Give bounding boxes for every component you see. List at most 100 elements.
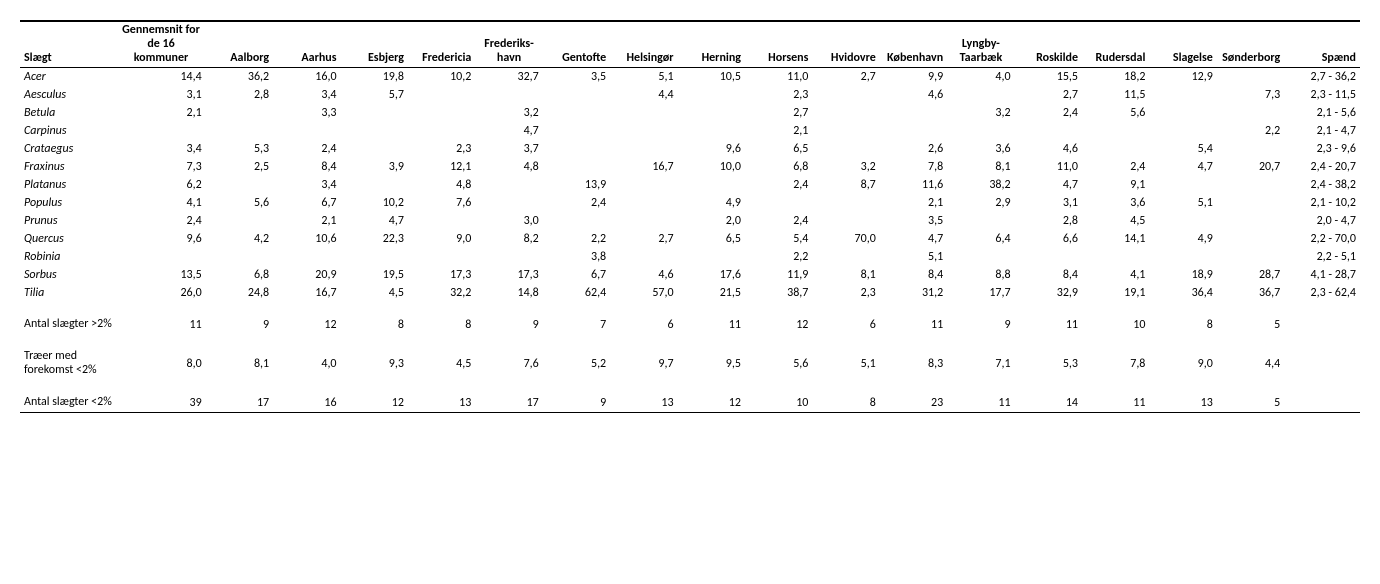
cell-value (206, 104, 273, 122)
cell-value (812, 212, 879, 230)
cell-value: 2,2 (1217, 122, 1284, 140)
cell-value: 6,7 (543, 266, 610, 284)
cell-value: 13,9 (543, 176, 610, 194)
cell-value: 13 (408, 394, 475, 413)
cell-value (543, 122, 610, 140)
cell-value: 8,1 (947, 158, 1014, 176)
cell-value: 5,1 (812, 348, 879, 380)
row-label: Acer (20, 68, 116, 87)
cell-value (745, 194, 812, 212)
cell-value: 6,8 (206, 266, 273, 284)
cell-value (341, 122, 408, 140)
cell-value: 5,6 (745, 348, 812, 380)
header-row: Slægt Gennemsnit for de 16 kommuner Aalb… (20, 21, 1360, 68)
row-label: Aesculus (20, 86, 116, 104)
row-label: Betula (20, 104, 116, 122)
cell-value: 23 (880, 394, 947, 413)
cell-value: 5,4 (745, 230, 812, 248)
cell-value: 4,9 (1149, 230, 1216, 248)
header-city: Horsens (745, 21, 812, 68)
cell-value: 10 (745, 394, 812, 413)
table-row: Antal slægter <2%39171612131791312108231… (20, 394, 1360, 413)
cell-value: 5,1 (610, 68, 677, 87)
cell-value: 12 (745, 316, 812, 334)
header-city: Slagelse (1149, 21, 1216, 68)
cell-span: 2,1 - 4,7 (1284, 122, 1360, 140)
cell-value: 20,9 (273, 266, 340, 284)
cell-avg (116, 248, 205, 266)
cell-value: 32,9 (1015, 284, 1082, 302)
cell-value (408, 212, 475, 230)
cell-value: 7,6 (475, 348, 542, 380)
cell-value (880, 122, 947, 140)
cell-value (1217, 248, 1284, 266)
cell-value (1149, 122, 1216, 140)
cell-value: 8,2 (475, 230, 542, 248)
cell-value: 17,7 (947, 284, 1014, 302)
cell-value: 12 (341, 394, 408, 413)
table-row: Quercus9,64,210,622,39,08,22,22,76,55,47… (20, 230, 1360, 248)
cell-value: 11,6 (880, 176, 947, 194)
cell-value: 3,7 (475, 140, 542, 158)
cell-span: 2,3 - 9,6 (1284, 140, 1360, 158)
cell-avg: 39 (116, 394, 205, 413)
cell-value: 10,2 (341, 194, 408, 212)
cell-value (408, 122, 475, 140)
cell-value: 6 (812, 316, 879, 334)
cell-value: 8,7 (812, 176, 879, 194)
cell-value: 2,9 (947, 194, 1014, 212)
cell-value: 9 (475, 316, 542, 334)
row-label: Tilia (20, 284, 116, 302)
cell-value (341, 248, 408, 266)
cell-value: 2,7 (610, 230, 677, 248)
cell-value (543, 212, 610, 230)
cell-value (1217, 212, 1284, 230)
cell-value: 2,4 (1015, 104, 1082, 122)
cell-value: 4,8 (475, 158, 542, 176)
cell-value: 2,7 (812, 68, 879, 87)
cell-value: 2,8 (206, 86, 273, 104)
cell-value: 6 (610, 316, 677, 334)
cell-value: 12,1 (408, 158, 475, 176)
cell-value (273, 248, 340, 266)
header-city: Aarhus (273, 21, 340, 68)
cell-value: 2,6 (880, 140, 947, 158)
cell-value: 4,5 (408, 348, 475, 380)
cell-value (543, 158, 610, 176)
cell-value: 4,9 (678, 194, 745, 212)
table-row: Carpinus4,72,12,22,1 - 4,7 (20, 122, 1360, 140)
cell-span: 2,7 - 36,2 (1284, 68, 1360, 87)
cell-value (1217, 176, 1284, 194)
cell-value: 21,5 (678, 284, 745, 302)
cell-value (206, 122, 273, 140)
row-label: Antal slægter >2% (20, 316, 116, 334)
cell-value: 12 (273, 316, 340, 334)
cell-value: 8 (812, 394, 879, 413)
cell-value: 3,5 (543, 68, 610, 87)
cell-value: 2,1 (745, 122, 812, 140)
table-row: Populus4,15,66,710,27,62,44,92,12,93,13,… (20, 194, 1360, 212)
row-label: Træer med forekomst <2% (20, 348, 116, 380)
cell-value: 24,8 (206, 284, 273, 302)
cell-value (408, 104, 475, 122)
cell-value (475, 194, 542, 212)
cell-value (812, 194, 879, 212)
cell-value (206, 248, 273, 266)
cell-value: 32,7 (475, 68, 542, 87)
cell-value: 2,7 (745, 104, 812, 122)
cell-span (1284, 316, 1360, 334)
cell-value: 36,4 (1149, 284, 1216, 302)
cell-value: 4,2 (206, 230, 273, 248)
cell-value: 7,6 (408, 194, 475, 212)
cell-avg: 11 (116, 316, 205, 334)
row-label: Crataegus (20, 140, 116, 158)
cell-value: 5,3 (1015, 348, 1082, 380)
cell-value: 2,8 (1015, 212, 1082, 230)
cell-value (610, 212, 677, 230)
cell-value (206, 212, 273, 230)
cell-avg: 8,0 (116, 348, 205, 380)
cell-value: 10,6 (273, 230, 340, 248)
cell-value: 5,4 (1149, 140, 1216, 158)
table-row: Acer14,436,216,019,810,232,73,55,110,511… (20, 68, 1360, 87)
cell-value (947, 86, 1014, 104)
